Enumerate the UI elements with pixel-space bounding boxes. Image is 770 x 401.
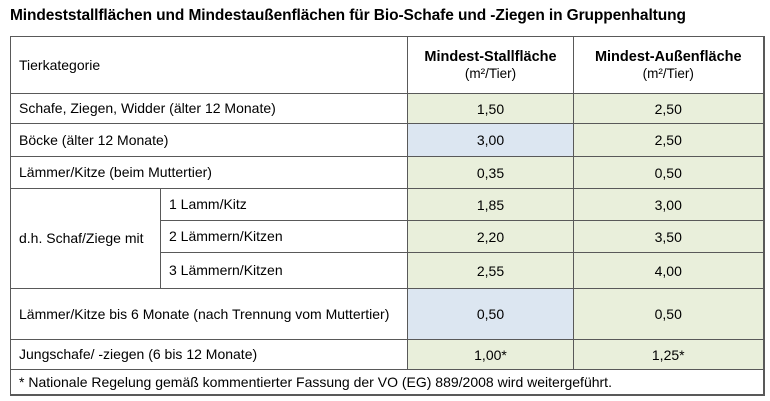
stall-value-cell: 3,00 bbox=[407, 123, 574, 157]
table-row: Lämmer/Kitze (beim Muttertier) 0,35 0,50 bbox=[10, 156, 764, 189]
outdoor-value-cell: 0,50 bbox=[573, 156, 764, 189]
outdoor-value-cell: 4,00 bbox=[573, 252, 764, 289]
category-cell: Schafe, Ziegen, Widder (älter 12 Monate) bbox=[10, 93, 408, 124]
col-header-category: Tierkategorie bbox=[10, 36, 408, 94]
footnote-row: * Nationale Regelung gemäß kommentierter… bbox=[10, 369, 764, 395]
spec-table: Tierkategorie Mindest-Stallfläche (m²/Ti… bbox=[10, 36, 765, 396]
outdoor-value-cell: 1,25* bbox=[573, 339, 764, 370]
stall-value-cell: 2,55 bbox=[407, 252, 574, 289]
stall-value-cell: 0,50 bbox=[407, 288, 574, 340]
category-cell: Böcke (älter 12 Monate) bbox=[10, 123, 408, 157]
outdoor-value-cell: 0,50 bbox=[573, 288, 764, 340]
table-header-row: Tierkategorie Mindest-Stallfläche (m²/Ti… bbox=[10, 36, 764, 94]
category-prefix-cell: d.h. Schaf/Ziege mit bbox=[10, 188, 161, 289]
category-sub-cell: 3 Lämmern/Kitzen bbox=[160, 252, 408, 289]
col-header-stall-area: Mindest-Stallfläche (m²/Tier) bbox=[407, 36, 574, 94]
stall-value-cell: 2,20 bbox=[407, 220, 574, 253]
col-header-outdoor-area: Mindest-Außenfläche (m²/Tier) bbox=[573, 36, 764, 94]
category-cell: Lämmer/Kitze (beim Muttertier) bbox=[10, 156, 408, 189]
stall-value-cell: 1,50 bbox=[407, 93, 574, 124]
category-sub-cell: 1 Lamm/Kitz bbox=[160, 188, 408, 221]
table-row: 3 Lämmern/Kitzen 2,55 4,00 bbox=[11, 252, 764, 289]
page-title: Mindeststallflächen und Mindestaußenfläc… bbox=[10, 7, 686, 24]
col-header-stall-label: Mindest-Stallfläche bbox=[424, 48, 557, 65]
category-cell: Jungschafe/ -ziegen (6 bis 12 Monate) bbox=[10, 339, 408, 370]
table-row: 2 Lämmern/Kitzen 2,20 3,50 bbox=[11, 220, 764, 253]
table-row: Böcke (älter 12 Monate) 3,00 2,50 bbox=[10, 123, 764, 157]
outdoor-value-cell: 3,00 bbox=[573, 188, 764, 221]
col-header-outdoor-label: Mindest-Außenfläche bbox=[594, 48, 742, 65]
table-row: Schafe, Ziegen, Widder (älter 12 Monate)… bbox=[10, 93, 764, 124]
col-header-outdoor-unit: (m²/Tier) bbox=[642, 65, 694, 81]
footnote-text: * Nationale Regelung gemäß kommentierter… bbox=[10, 369, 764, 395]
table-row: Lämmer/Kitze bis 6 Monate (nach Trennung… bbox=[10, 288, 764, 340]
outdoor-value-cell: 3,50 bbox=[573, 220, 764, 253]
col-header-stall-unit: (m²/Tier) bbox=[464, 65, 517, 81]
category-cell: Lämmer/Kitze bis 6 Monate (nach Trennung… bbox=[10, 288, 408, 340]
stall-value-cell: 0,35 bbox=[407, 156, 574, 189]
outdoor-value-cell: 2,50 bbox=[573, 123, 764, 157]
table-row: d.h. Schaf/Ziege mit 1 Lamm/Kitz 1,85 3,… bbox=[10, 188, 764, 289]
stall-value-cell: 1,85 bbox=[407, 188, 574, 221]
outdoor-value-cell: 2,50 bbox=[573, 93, 764, 124]
stall-value-cell: 1,00* bbox=[407, 339, 574, 370]
table-row: Jungschafe/ -ziegen (6 bis 12 Monate) 1,… bbox=[10, 339, 764, 370]
category-sub-cell: 2 Lämmern/Kitzen bbox=[160, 220, 408, 253]
